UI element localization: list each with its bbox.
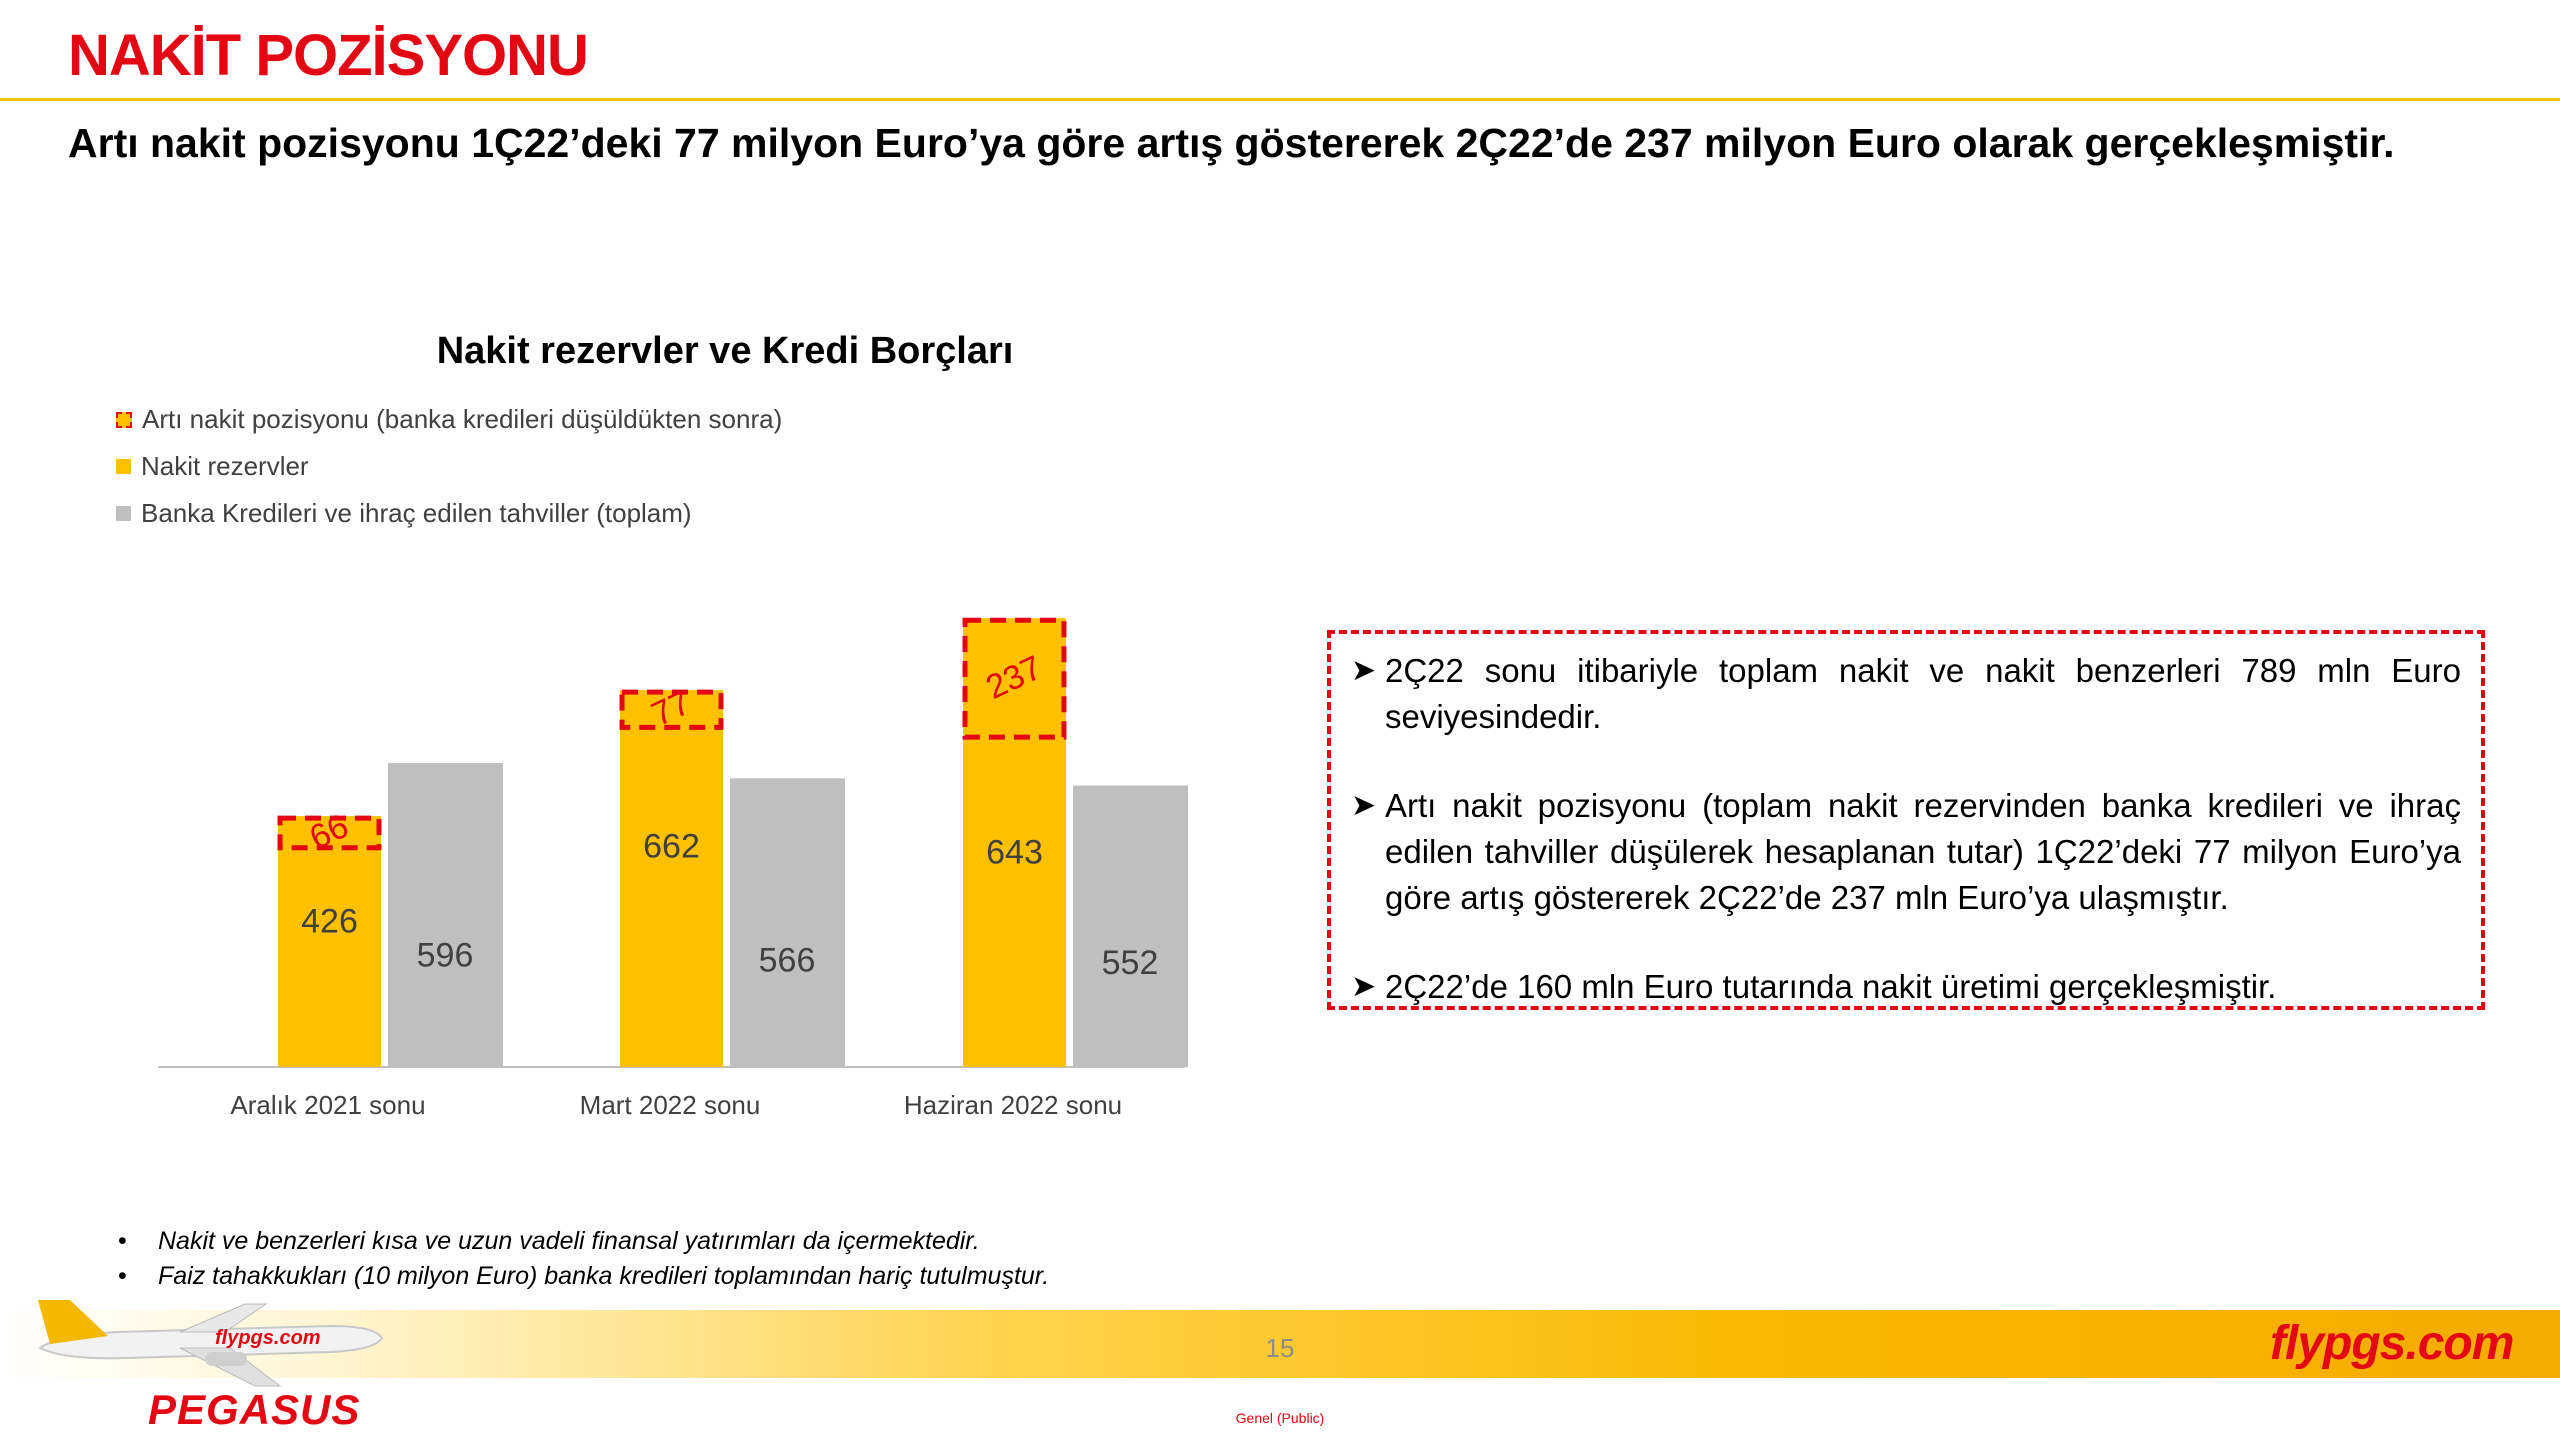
data-label-bank-loans: 566 [759,942,816,980]
title-divider [0,98,2560,101]
plus-cash-dashed-outline [619,689,724,730]
key-point-text: 2Ç22’de 160 mln Euro tutarında nakit üre… [1385,968,2277,1005]
pegasus-logo: PEGASUS [148,1386,361,1433]
plus-cash-dashed-outline [277,815,382,851]
key-points-box: ➤ 2Ç22 sonu itibariyle toplam nakit ve n… [1327,630,2485,1010]
key-point: ➤ 2Ç22 sonu itibariyle toplam nakit ve n… [1351,648,2461,740]
legend-label: Nakit rezervler [141,451,309,481]
footnote-item: • Nakit ve benzerleri kısa ve uzun vadel… [118,1224,1049,1259]
key-point-text: 2Ç22 sonu itibariyle toplam nakit ve nak… [1385,652,2461,735]
data-label-cash-reserves: 426 [301,902,358,940]
page-subtitle: Artı nakit pozisyonu 1Ç22’deki 77 milyon… [68,120,2395,166]
footnote-text: Faiz tahakkukları (10 milyon Euro) banka… [158,1262,1050,1290]
chart-title: Nakit rezervler ve Kredi Borçları [436,330,1014,372]
classification-label: Genel (Public) [1235,1410,1325,1426]
airplane-icon: flypgs.com [38,1300,384,1387]
bar-plus-cash [620,690,723,730]
footnote-text: Nakit ve benzerleri kısa ve uzun vadeli … [158,1227,980,1255]
bar-plus-cash [278,816,381,850]
legend-swatch-bank-loans [116,506,131,521]
data-label-cash-reserves: 643 [986,834,1043,872]
x-tick-label: Haziran 2022 sonu [904,1090,1122,1120]
legend-label: Banka Kredileri ve ihraç edilen tahville… [141,498,692,528]
bar-bank-loans [388,763,503,1067]
plus-cash-dashed-outline [962,617,1067,740]
footnotes: • Nakit ve benzerleri kısa ve uzun vadel… [118,1224,1049,1294]
x-tick-label: Mart 2022 sonu [580,1090,761,1120]
data-label-cash-reserves: 662 [643,828,700,866]
footer-band [0,1310,2560,1378]
plane-livery-text: flypgs.com [215,1327,321,1349]
bar-plus-cash [963,618,1066,740]
chart-legend: Artı nakit pozisyonu (banka kredileri dü… [116,396,782,537]
legend-swatch-plus-cash [116,411,132,428]
key-point-text: Artı nakit pozisyonu (toplam nakit rezer… [1385,787,2461,916]
key-point: ➤ 2Ç22’de 160 mln Euro tutarında nakit ü… [1351,964,2461,1010]
legend-label: Artı nakit pozisyonu (banka kredileri dü… [142,404,783,434]
legend-item-plus-cash: Artı nakit pozisyonu (banka kredileri dü… [116,396,782,443]
legend-item-bank-loans: Banka Kredileri ve ihraç edilen tahville… [116,490,782,537]
data-label-bank-loans: 596 [417,937,474,975]
arrow-bullet-icon: ➤ [1351,654,1377,687]
legend-swatch-cash-reserves [116,459,131,474]
page-number: 15 [1265,1333,1295,1363]
arrow-bullet-icon: ➤ [1351,970,1377,1003]
bullet-dot-icon: • [118,1262,127,1290]
bar-bank-loans [730,778,845,1067]
bar-cash-reserves [620,729,723,1067]
bar-cash-reserves [963,739,1066,1067]
bar-cash-reserves [278,849,381,1067]
bar-bank-loans [1073,785,1188,1067]
legend-item-cash-reserves: Nakit rezervler [116,443,782,490]
arrow-bullet-icon: ➤ [1351,789,1377,822]
bullet-dot-icon: • [118,1227,127,1255]
data-label-bank-loans: 552 [1102,944,1159,982]
key-point: ➤ Artı nakit pozisyonu (toplam nakit rez… [1351,783,2461,921]
x-tick-label: Aralık 2021 sonu [230,1090,425,1120]
page-title: NAKİT POZİSYONU [68,23,589,88]
footnote-item: • Faiz tahakkukları (10 milyon Euro) ban… [118,1259,1049,1294]
flypgs-logo: flypgs.com [2270,1317,2514,1370]
